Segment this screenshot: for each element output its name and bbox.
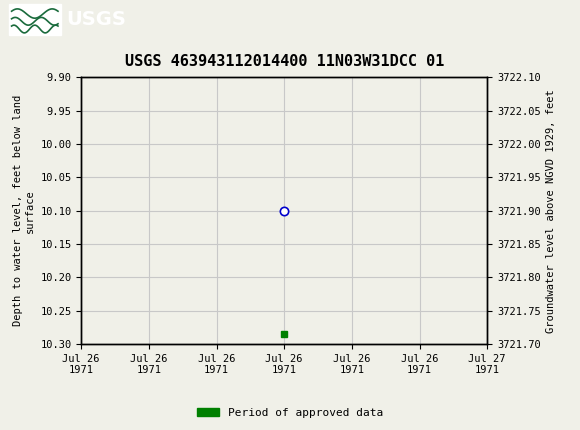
Y-axis label: Groundwater level above NGVD 1929, feet: Groundwater level above NGVD 1929, feet	[546, 89, 556, 332]
Legend: Period of approved data: Period of approved data	[193, 403, 387, 422]
Bar	[9, 4, 61, 35]
Y-axis label: Depth to water level, feet below land
surface: Depth to water level, feet below land su…	[13, 95, 35, 326]
Text: USGS: USGS	[67, 10, 126, 29]
Title: USGS 463943112014400 11N03W31DCC 01: USGS 463943112014400 11N03W31DCC 01	[125, 54, 444, 69]
